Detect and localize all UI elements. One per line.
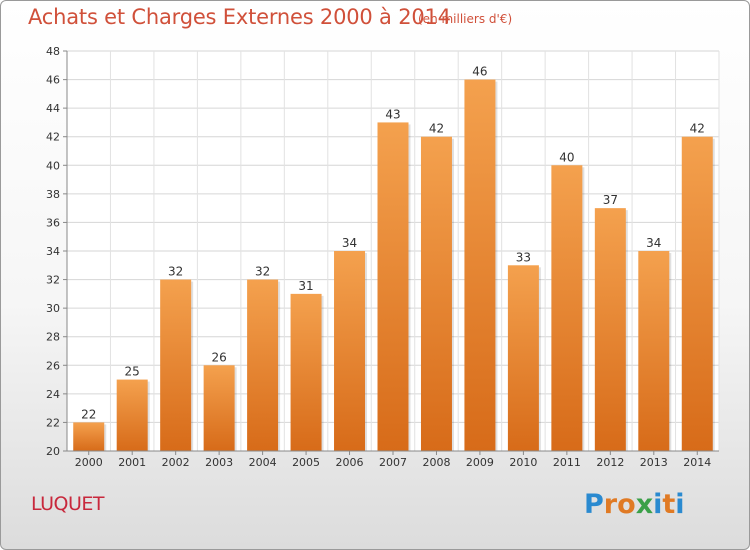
bar — [160, 279, 192, 451]
bar — [638, 251, 670, 451]
bar — [464, 79, 496, 452]
y-tick-label: 30 — [46, 302, 60, 315]
x-tick-label: 2011 — [553, 456, 581, 469]
y-tick-label: 36 — [46, 216, 60, 229]
bar — [377, 122, 409, 451]
data-label: 32 — [255, 265, 270, 279]
data-labels: 22 25 32 26 32 31 34 43 42 46 33 40 37 34 42 — [81, 65, 705, 422]
data-label: 42 — [429, 122, 444, 136]
data-label: 34 — [646, 236, 661, 250]
x-tick-label: 2012 — [596, 456, 624, 469]
axes: 20 22 24 26 28 30 32 34 36 38 40 42 44 46 48 2000 2001 20… — [46, 45, 719, 469]
x-tick-label: 2005 — [292, 456, 320, 469]
bar — [116, 379, 148, 451]
bar — [334, 251, 366, 451]
y-tick-label: 22 — [46, 416, 60, 429]
x-tick-label: 2000 — [75, 456, 103, 469]
y-tick-label: 38 — [46, 188, 60, 201]
bar — [594, 208, 626, 451]
proxiti-logo: Proxiti — [584, 489, 685, 520]
y-tick-label: 46 — [46, 74, 60, 87]
bar — [420, 136, 452, 451]
logo-letter: i — [675, 489, 685, 520]
data-label: 33 — [516, 250, 531, 264]
x-tick-label: 2002 — [162, 456, 190, 469]
logo-letter: o — [617, 489, 636, 520]
chart-title: Achats et Charges Externes 2000 à 2014 — [28, 5, 451, 29]
bar — [203, 365, 235, 451]
bar — [290, 293, 322, 451]
data-label: 22 — [81, 407, 96, 421]
logo-letter: i — [653, 489, 663, 520]
logo-letter: P — [584, 489, 604, 520]
bar — [551, 165, 583, 452]
data-label: 34 — [342, 236, 357, 250]
bar — [681, 136, 713, 451]
y-tick-label: 28 — [46, 331, 60, 344]
x-tick-label: 2006 — [336, 456, 364, 469]
y-tick-label: 26 — [46, 359, 60, 372]
logo-letter: r — [603, 489, 618, 520]
x-tick-label: 2007 — [379, 456, 407, 469]
y-tick-label: 34 — [46, 245, 60, 258]
data-label: 42 — [690, 122, 705, 136]
y-tick-label: 40 — [46, 159, 60, 172]
x-tick-label: 2001 — [118, 456, 146, 469]
data-label: 25 — [125, 365, 140, 379]
y-tick-label: 48 — [46, 45, 60, 58]
bar — [247, 279, 279, 451]
y-tick-label: 42 — [46, 131, 60, 144]
y-tick-label: 44 — [46, 102, 60, 115]
bar — [507, 265, 539, 451]
x-tick-label: 2014 — [683, 456, 711, 469]
chart-subtitle: (en milliers d'€) — [418, 12, 513, 26]
data-label: 46 — [472, 65, 487, 79]
x-tick-label: 2008 — [422, 456, 450, 469]
x-tick-label: 2013 — [640, 456, 668, 469]
x-tick-label: 2003 — [205, 456, 233, 469]
logo-letter: t — [662, 489, 676, 520]
data-label: 32 — [168, 265, 183, 279]
y-tick-label: 20 — [46, 445, 60, 458]
x-tick-label: 2004 — [249, 456, 277, 469]
bars — [73, 79, 715, 452]
bar — [73, 422, 105, 451]
x-tick-label: 2010 — [509, 456, 537, 469]
y-tick-label: 32 — [46, 274, 60, 287]
data-label: 40 — [559, 150, 574, 164]
commune-name: LUQUET — [31, 493, 105, 515]
x-tick-label: 2009 — [466, 456, 494, 469]
y-tick-label: 24 — [46, 388, 60, 401]
data-label: 43 — [385, 107, 400, 121]
logo-letter: x — [635, 489, 654, 520]
data-label: 37 — [603, 193, 618, 207]
data-label: 26 — [211, 350, 226, 364]
data-label: 31 — [298, 279, 313, 293]
